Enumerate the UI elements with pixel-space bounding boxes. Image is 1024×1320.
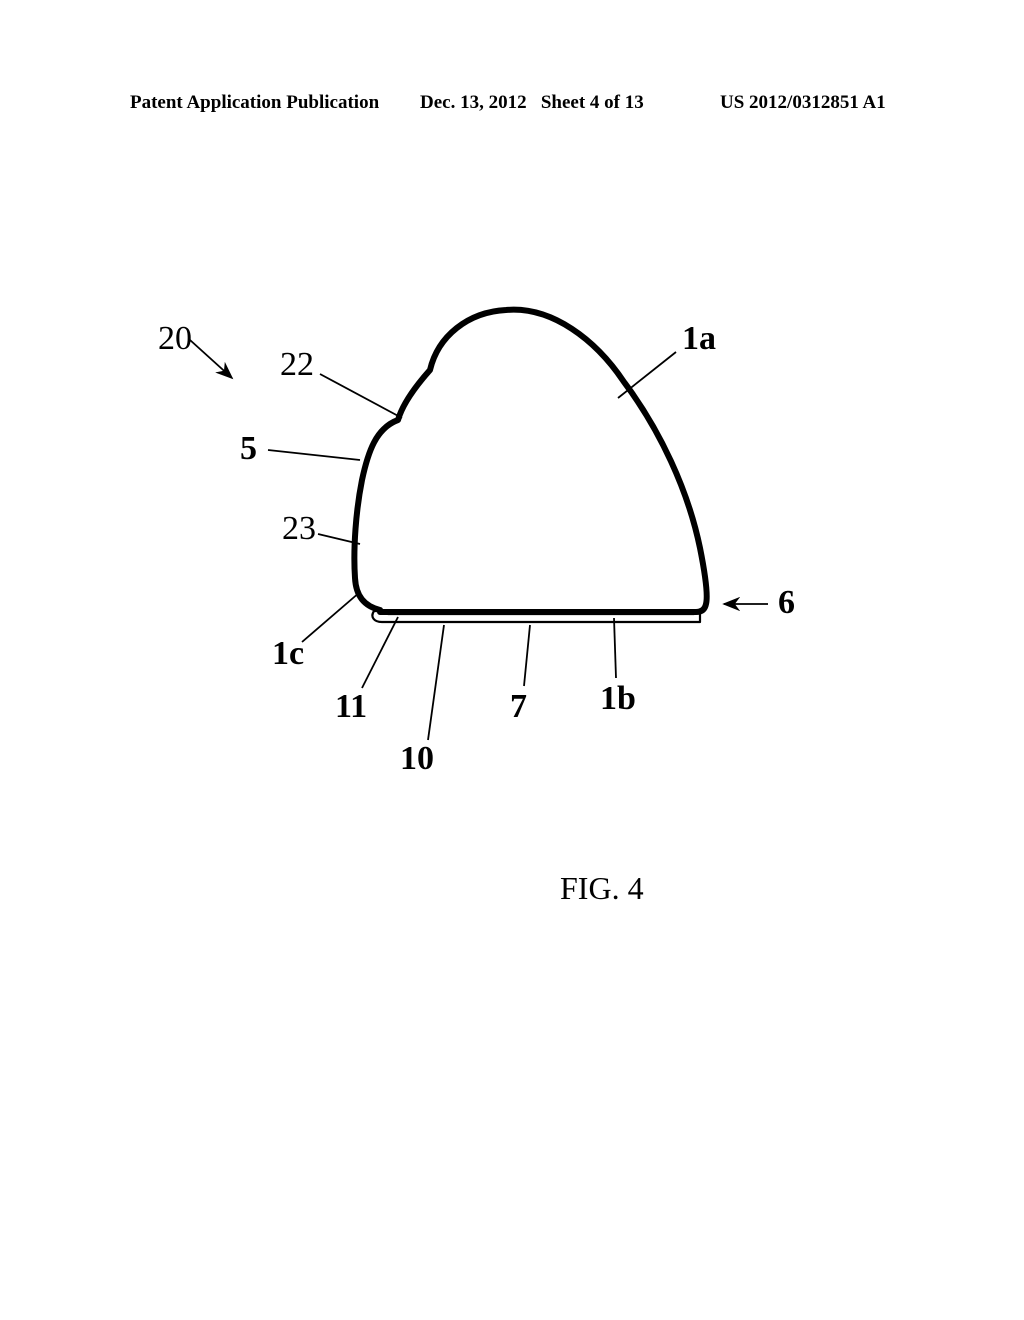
figure-area: 20 22 1a 5 23 1c 11 10 7 1b 6 FIG. 4	[0, 0, 1024, 1320]
ref-label-10: 10	[400, 740, 434, 778]
figure-caption: FIG. 4	[560, 870, 644, 907]
figure-svg	[0, 0, 1024, 1320]
ref-label-11: 11	[335, 688, 367, 726]
leader-ld-20	[190, 340, 232, 378]
leader-ld-7	[524, 625, 530, 686]
ref-label-1a: 1a	[682, 320, 716, 358]
ref-label-1c: 1c	[272, 635, 304, 673]
ref-label-6: 6	[778, 584, 795, 622]
ref-label-23: 23	[282, 510, 316, 548]
leader-ld-11	[362, 617, 398, 688]
page: Patent Application Publication Dec. 13, …	[0, 0, 1024, 1320]
leader-lines	[190, 340, 768, 740]
leader-ld-1a	[618, 352, 676, 398]
leader-ld-1b	[614, 618, 616, 678]
ref-label-5: 5	[240, 430, 257, 468]
leader-ld-10	[428, 625, 444, 740]
leader-ld-1c	[302, 592, 360, 642]
leader-ld-5	[268, 450, 360, 460]
ref-label-20: 20	[158, 320, 192, 358]
ref-label-7: 7	[510, 688, 527, 726]
ref-label-1b: 1b	[600, 680, 636, 718]
leader-ld-22	[320, 374, 402, 418]
ref-label-22: 22	[280, 346, 314, 384]
shape-outline	[354, 310, 706, 612]
